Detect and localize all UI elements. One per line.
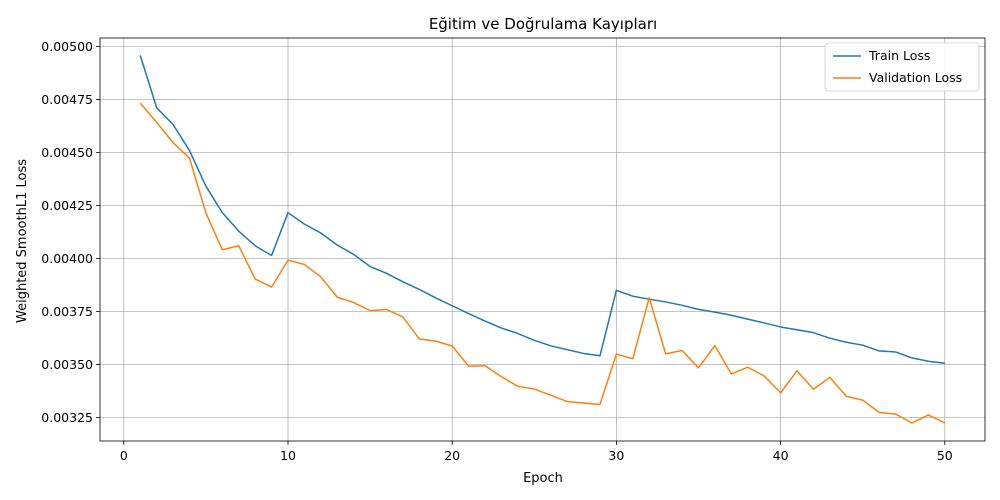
x-tick-label: 40	[773, 448, 789, 463]
y-tick-label: 0.00450	[41, 145, 93, 160]
x-tick-label: 0	[120, 448, 128, 463]
y-tick-label: 0.00475	[41, 92, 93, 107]
legend: Train Loss Validation Loss	[824, 42, 980, 92]
validation-loss-line	[139, 102, 946, 424]
y-tick-label: 0.00500	[41, 39, 93, 54]
axis-ticks: 0 10 20 30 40 50 0.00325 0.00350 0.00375 0.00400 0…	[41, 39, 952, 463]
legend-label-train-loss: Train Loss	[868, 48, 930, 63]
y-axis-label: Weighted SmoothL1 Loss	[15, 159, 30, 323]
x-tick-label: 30	[608, 448, 624, 463]
series-lines	[139, 55, 946, 424]
y-tick-label: 0.00350	[41, 357, 93, 372]
plot-frame	[99, 37, 986, 442]
grid	[100, 38, 985, 441]
x-tick-label: 20	[444, 448, 460, 463]
y-tick-label: 0.00400	[41, 251, 93, 266]
train-loss-line	[139, 55, 945, 364]
x-tick-label: 10	[280, 448, 296, 463]
chart-title: Eğitim ve Doğrulama Kayıpları	[429, 15, 657, 33]
y-tick-label: 0.00375	[41, 304, 93, 319]
x-tick-label: 50	[937, 448, 953, 463]
legend-label-validation-loss: Validation Loss	[869, 70, 962, 85]
legend-box	[824, 42, 980, 92]
y-tick-label: 0.00425	[41, 198, 93, 213]
x-axis-label: Epoch	[523, 471, 563, 486]
y-tick-label: 0.00325	[41, 410, 93, 425]
